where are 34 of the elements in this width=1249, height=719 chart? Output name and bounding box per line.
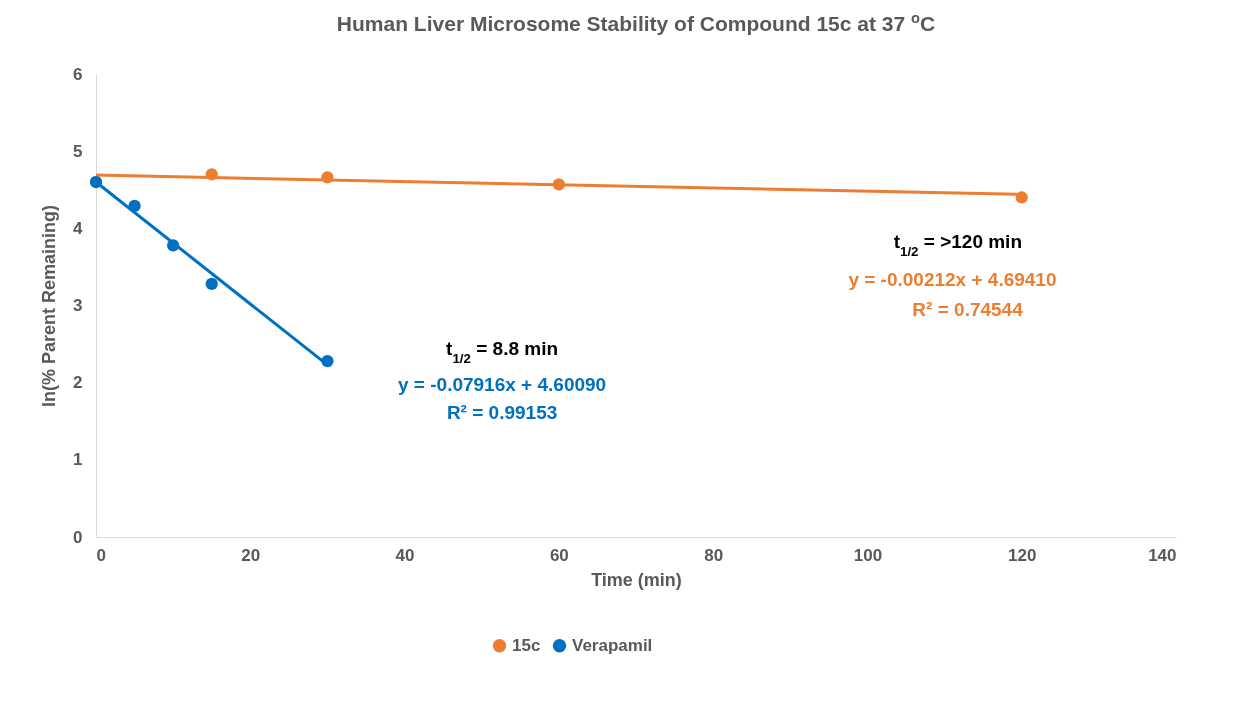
annotation: y = -0.07916x + 4.60090 (398, 374, 607, 396)
point (205, 277, 218, 291)
y-tick-label: 6 (73, 64, 83, 84)
x-tick-label: 140 (1148, 545, 1177, 565)
y-axis-title: ln(% Parent Remaining) (39, 204, 60, 408)
y-tick-label: 1 (73, 450, 83, 470)
point (167, 239, 180, 252)
y-tick-label: 2 (73, 373, 83, 393)
x-tick-label: 120 (1008, 545, 1037, 565)
point (128, 199, 141, 213)
x-axis-title: Time (min) (591, 569, 682, 590)
y-tick-label: 0 (73, 527, 83, 547)
point (1015, 191, 1028, 204)
point (205, 168, 218, 181)
x-tick-label: 100 (853, 545, 883, 565)
point (552, 178, 565, 191)
legend-label: Verapamil (572, 635, 653, 655)
y-tick-label: 4 (73, 218, 84, 238)
y-tick-label: 3 (73, 296, 83, 315)
legend-label: 15c (512, 635, 541, 655)
x-tick-label: 60 (549, 545, 569, 565)
chart-title: Human Liver Microsome Stability of Compound 15c at 37 $^{o}$C (336, 10, 936, 35)
point (321, 354, 334, 368)
x-tick-label: 80 (704, 545, 724, 565)
annotation: t$_{1/2}$ = 8.8 min (446, 338, 559, 366)
annotation: R² = 0.99153 (446, 401, 558, 423)
x-tick-label: 40 (395, 545, 415, 565)
point (321, 171, 334, 184)
annotation: t$_{1/2}$ = >120 min (893, 231, 1023, 259)
x-tick-label: 20 (241, 545, 261, 565)
annotation: R² = 0.74544 (912, 299, 1024, 321)
x-tick-label: 0 (96, 545, 106, 565)
y-tick-label: 5 (73, 141, 83, 161)
annotation: y = -0.00212x + 4.69410 (848, 269, 1057, 291)
